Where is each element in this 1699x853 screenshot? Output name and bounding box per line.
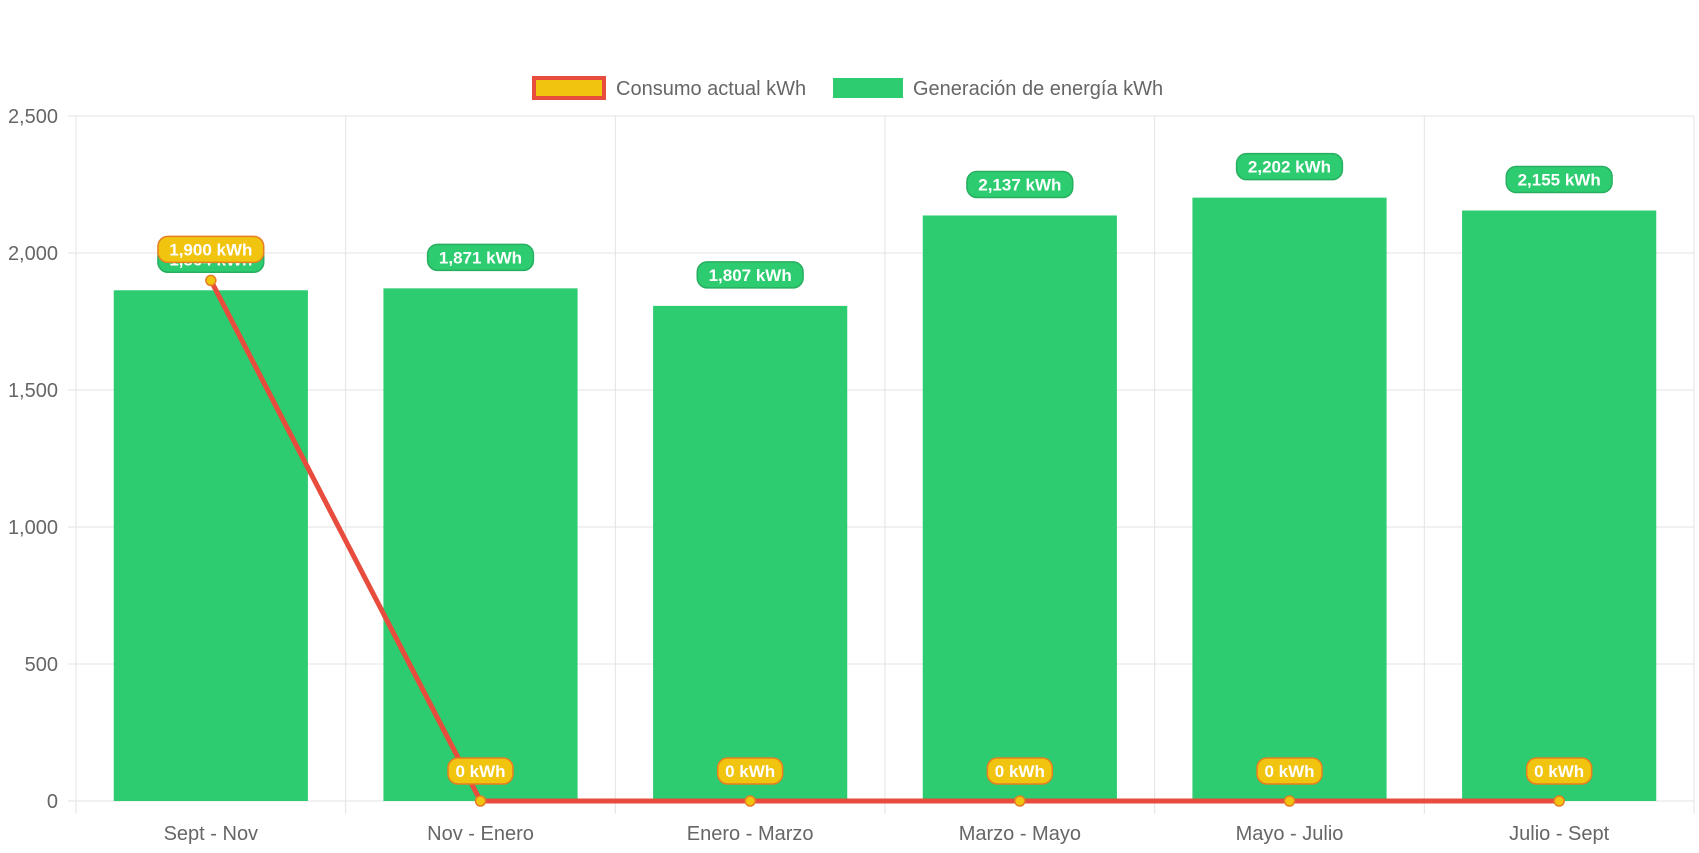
legend-item-generation[interactable]: Generación de energía kWh: [833, 78, 1163, 100]
line-point[interactable]: [1283, 795, 1296, 807]
line-point[interactable]: [474, 795, 487, 807]
line-value-label-text: 0 kWh: [1534, 762, 1584, 781]
bar-value-label: 2,155 kWh: [1505, 165, 1613, 194]
line-point[interactable]: [744, 795, 756, 807]
bar[interactable]: [113, 290, 308, 801]
line-value-label: 0 kWh: [716, 757, 784, 785]
line-value-label-text: 0 kWh: [995, 762, 1045, 781]
line-point[interactable]: [1553, 795, 1565, 807]
bar-value-label: 2,202 kWh: [1235, 152, 1344, 181]
bar-value-label-bg: [426, 243, 535, 272]
bar-value-label-bg: [1235, 152, 1344, 181]
axes: 0 500 1,000 1,500 2,000 2,500 Sept - Nov Nov - …: [8, 106, 1610, 845]
line-value-label: 0 kWh: [447, 757, 514, 785]
line-value-label: 0 kWh: [1525, 757, 1593, 785]
x-tick-label: Julio - Sept: [1509, 823, 1609, 845]
bar[interactable]: [653, 305, 848, 801]
consumption-line: [208, 279, 1560, 804]
x-tick-label: Enero - Marzo: [687, 823, 814, 845]
bar-value-label: 1,871 kWh: [426, 243, 535, 272]
line-value-label-bg: [986, 757, 1054, 785]
line-value-label-bg: [157, 235, 265, 264]
line-value-label-text: 1,900 kWh: [169, 240, 252, 259]
bar[interactable]: [922, 215, 1117, 801]
legend-label-consumption: Consumo actual kWh: [616, 78, 806, 100]
x-tick-label: Sept - Nov: [164, 823, 258, 845]
bar-value-label-text: 2,202 kWh: [1248, 158, 1331, 177]
bar-value-label-bg: [696, 261, 804, 289]
line-value-label-bg: [716, 757, 784, 785]
y-tick-label: 1,000: [8, 517, 58, 539]
legend-swatch-generation: [833, 78, 903, 98]
line-point[interactable]: [205, 274, 217, 287]
line-value-label: 1,900 kWh: [157, 235, 265, 264]
bar-value-label-text: 2,137 kWh: [978, 175, 1061, 194]
bar[interactable]: [1462, 210, 1657, 801]
legend-swatch-consumption: [532, 76, 606, 100]
y-tick-label: 2,500: [8, 106, 58, 128]
line-point[interactable]: [1014, 795, 1026, 807]
bar-value-label: 1,807 kWh: [696, 261, 804, 289]
legend-label-generation: Generación de energía kWh: [913, 78, 1163, 100]
grid-lines: [68, 115, 1695, 814]
y-tick-label: 1,500: [8, 380, 58, 402]
legend[interactable]: Consumo actual kWh Generación de energía …: [532, 76, 1163, 100]
y-tick-label: 0: [47, 791, 58, 813]
line-value-label-text: 0 kWh: [455, 762, 505, 781]
y-tick-label: 500: [25, 654, 58, 676]
bar-value-label-text: 2,155 kWh: [1518, 171, 1601, 190]
y-tick-label: 2,000: [8, 243, 58, 265]
line-value-label: 0 kWh: [1256, 757, 1323, 785]
line-value-label-text: 0 kWh: [1264, 762, 1314, 781]
line-value-label-bg: [1256, 757, 1323, 785]
bar-value-label-text: 1,871 kWh: [439, 248, 522, 267]
bar-value-label-text: 1,807 kWh: [709, 266, 792, 285]
line-value-label: 0 kWh: [986, 757, 1054, 785]
line-value-label-text: 0 kWh: [725, 762, 775, 781]
bar-value-label-bg: [966, 170, 1074, 199]
x-tick-label: Mayo - Julio: [1236, 823, 1344, 845]
line-value-label-bg: [447, 757, 514, 785]
line-value-label-bg: [1525, 757, 1593, 785]
bar-series: [113, 197, 1657, 802]
legend-item-consumption[interactable]: Consumo actual kWh: [532, 76, 806, 100]
bar[interactable]: [383, 288, 578, 801]
line-series: [205, 274, 1565, 807]
x-tick-label: Nov - Enero: [427, 823, 534, 845]
x-tick-label: Marzo - Mayo: [959, 823, 1081, 845]
bar[interactable]: [1192, 197, 1387, 802]
bar-value-label: 2,137 kWh: [966, 170, 1074, 199]
bar-value-label-bg: [1505, 165, 1613, 194]
